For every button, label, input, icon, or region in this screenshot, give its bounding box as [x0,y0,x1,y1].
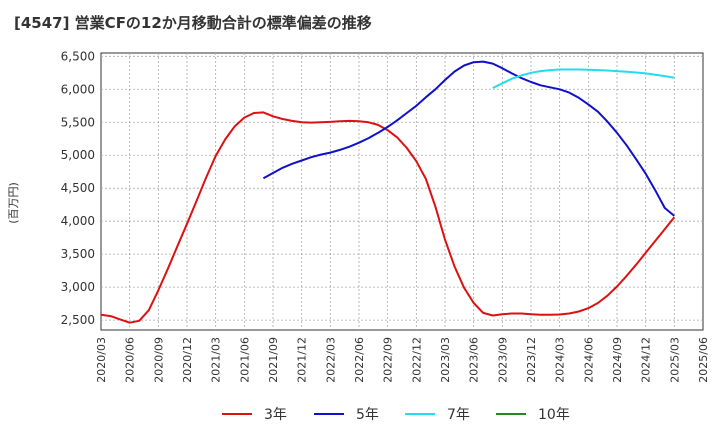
chart-title: [4547] 営業CFの12か月移動合計の標準偏差の推移 [14,14,372,32]
y-tick-label: 2,500 [61,313,95,327]
x-tick-label: 2021/12 [296,337,309,383]
x-tick-label: 2023/03 [439,337,452,383]
x-tick-label: 2021/03 [210,337,223,383]
x-tick-label: 2023/12 [525,337,538,383]
grid-layer [100,52,704,331]
x-tick-label: 2024/03 [554,337,567,383]
y-tick-label: 3,000 [61,280,95,294]
x-tick-label: 2022/12 [410,337,423,383]
x-tick-label: 2022/09 [382,337,395,383]
series-layer [100,60,676,324]
plot-area [100,52,704,331]
y-tick-label: 4,500 [61,181,95,195]
x-tick-label: 2025/06 [697,337,710,383]
series-line-2 [492,68,675,89]
series-line-0 [100,111,676,324]
x-tick-label: 2023/06 [468,337,481,383]
y-tick-label: 4,000 [61,214,95,228]
y-tick-label: 6,500 [61,49,95,63]
legend-label-3: 10年 [538,407,570,423]
x-tick-label: 2020/12 [181,337,194,383]
x-tick-label: 2020/06 [124,337,137,383]
x-tick-label: 2022/03 [324,337,337,383]
x-tick-label: 2020/09 [152,337,165,383]
y-axis-label: (百万円) [7,182,20,224]
y-tick-label: 5,000 [61,148,95,162]
x-tick-label: 2024/12 [640,337,653,383]
x-tick-label: 2021/06 [238,337,251,383]
x-tick-label: 2025/03 [668,337,681,383]
x-tick-label: 2023/09 [496,337,509,383]
x-tick-label: 2020/03 [95,337,108,383]
y-tick-label: 3,500 [61,247,95,261]
legend-label-2: 7年 [447,407,470,423]
legend-label-0: 3年 [264,407,287,423]
legend-label-1: 5年 [356,407,379,423]
y-tick-label: 5,500 [61,115,95,129]
x-tick-label: 2024/09 [611,337,624,383]
y-tick-label: 6,000 [61,82,95,96]
x-tick-label: 2021/09 [267,337,280,383]
series-line-1 [262,60,675,217]
legend: 3年 5年 7年 10年 [222,407,570,423]
x-tick-label: 2024/06 [582,337,595,383]
axes-layer: 2,500 3,000 3,500 4,000 4,500 5,000 5,500 6,000… [61,49,710,382]
x-tick-label: 2022/06 [353,337,366,383]
